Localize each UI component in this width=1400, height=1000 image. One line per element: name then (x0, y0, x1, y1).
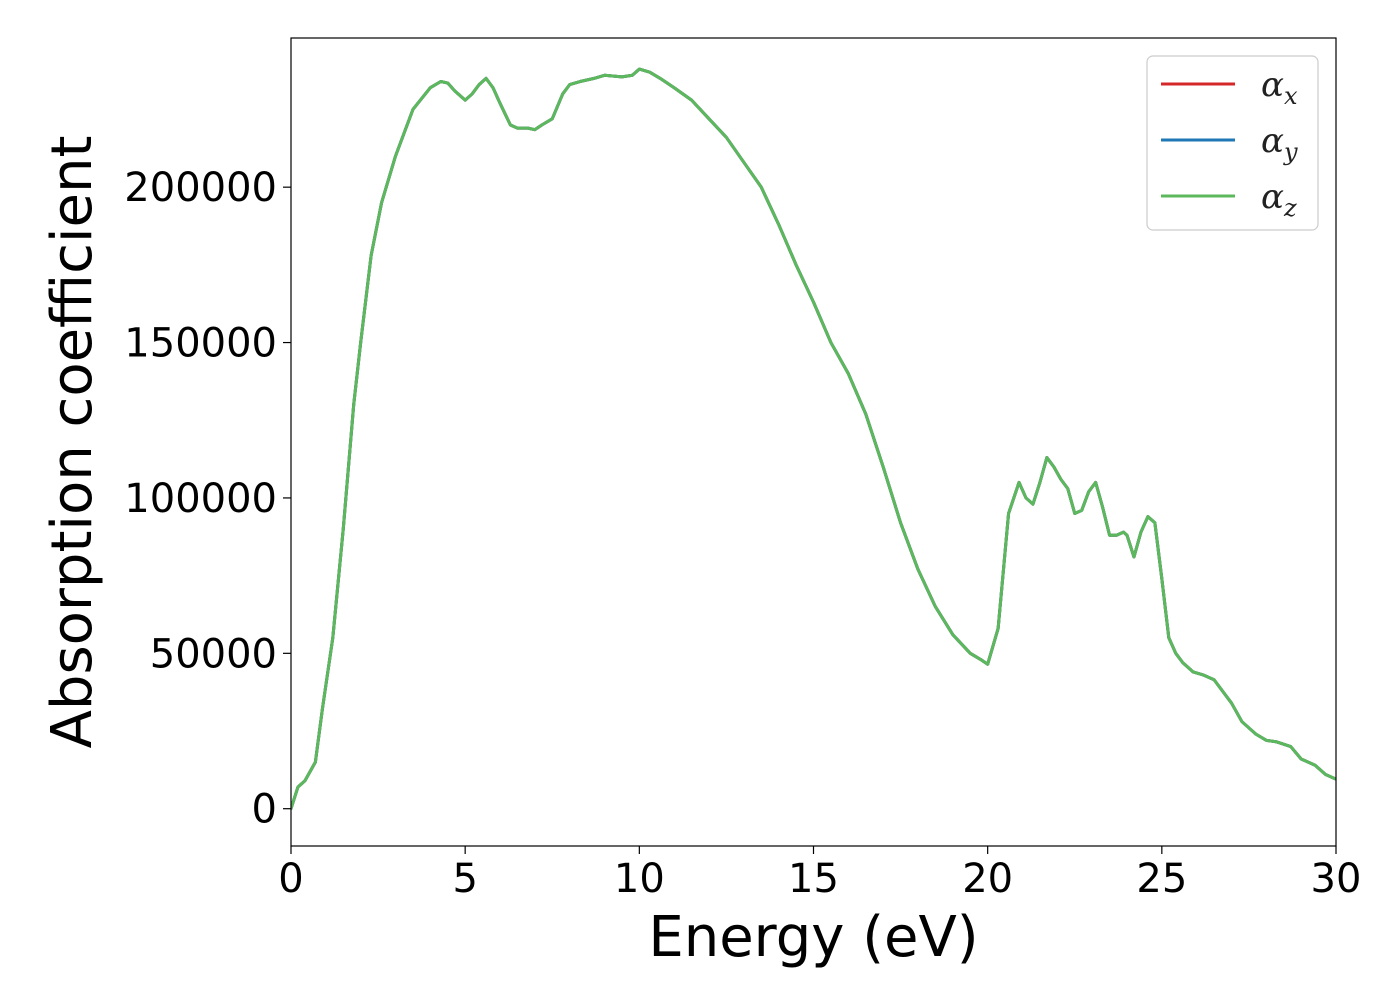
y-tick-label: 200000 (124, 165, 277, 211)
x-tick-label: 15 (788, 856, 839, 902)
x-tick-label: 30 (1311, 856, 1362, 902)
y-tick-label: 100000 (124, 476, 277, 522)
y-tick-label: 0 (252, 787, 277, 833)
y-tick-label: 50000 (150, 631, 277, 677)
series-line-z (291, 67, 1336, 811)
x-tick-label: 10 (614, 856, 665, 902)
legend: αx αy αz (1146, 55, 1319, 231)
y-axis-title: Absorption coefficient (40, 136, 105, 749)
legend-item-z: αz (1161, 177, 1297, 222)
legend-label: αy (1261, 121, 1298, 166)
legend-item-y: αy (1161, 121, 1298, 166)
x-tick-label: 20 (962, 856, 1013, 902)
x-axis-title: Energy (eV) (648, 905, 978, 970)
legend-box (1146, 55, 1319, 231)
series-layer (291, 67, 1336, 811)
x-tick-label: 5 (452, 856, 477, 902)
x-axis: 0 5 10 15 20 25 30 (278, 846, 1361, 902)
legend-label: αx (1261, 65, 1298, 110)
legend-label: αz (1261, 177, 1297, 222)
y-axis: 0 50000 100000 150000 200000 (124, 165, 291, 833)
legend-item-x: αx (1161, 65, 1298, 110)
x-tick-label: 0 (278, 856, 303, 902)
y-tick-label: 150000 (124, 321, 277, 367)
x-tick-label: 25 (1136, 856, 1187, 902)
